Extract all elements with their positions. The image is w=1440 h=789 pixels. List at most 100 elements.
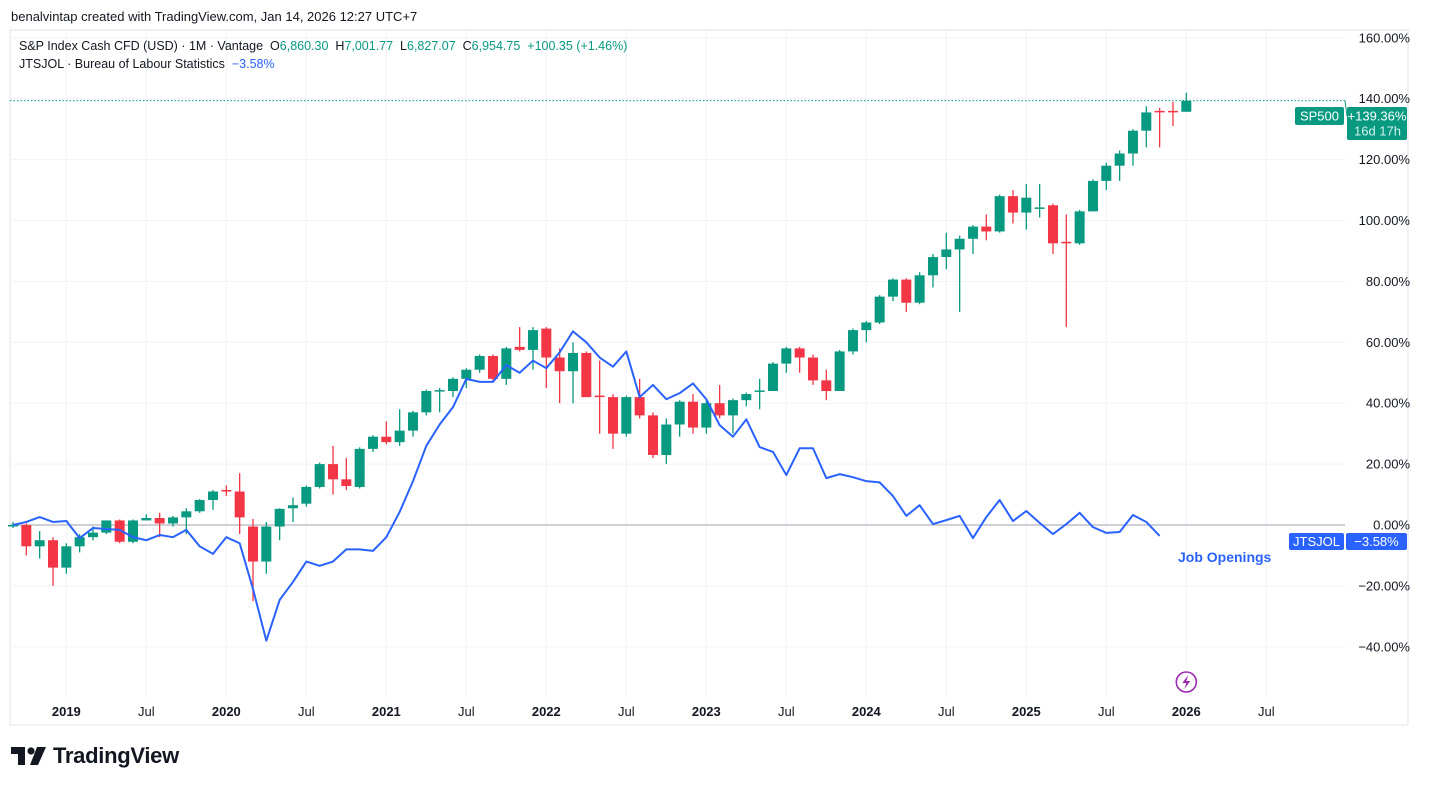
candle [741,392,752,407]
candle [141,514,152,521]
candle-body [447,378,458,392]
axes: 160.00% 140.00% 120.00% 100.00% 80.00% 60.00%… [52,30,1411,719]
candle [594,360,605,434]
candle [514,327,525,352]
candle [647,412,658,459]
candle [714,384,725,419]
candle-body [634,397,645,416]
candle-body [461,369,472,379]
candle [674,400,685,437]
grid [9,29,1409,726]
candle-body [1141,112,1152,131]
candle-body [927,257,938,276]
candle-body [607,397,618,434]
candle [341,458,352,490]
jtsjol-line: Job Openings [12,330,1272,693]
jtsjol-label: JTSJOL [1293,534,1340,549]
candle [887,278,898,302]
y-tick-label: 160.00% [1359,30,1411,45]
x-tick-label: Jul [138,704,155,719]
candle [394,409,405,446]
x-tick-label: 2021 [372,704,401,719]
chart-frame [9,29,1409,726]
candle-body [1114,153,1125,166]
y-tick-label: 0.00% [1373,518,1410,533]
candle-body [287,505,298,509]
candle-body [127,520,138,542]
candle-body [674,401,685,425]
y-tick-label: 40.00% [1366,396,1411,411]
candle-body [74,537,85,547]
candle [1034,183,1045,218]
candle [21,523,32,556]
candle [447,377,458,398]
candle-body [181,511,192,518]
candle [861,320,872,343]
x-tick-label: 2022 [532,704,561,719]
candle [194,499,205,513]
candle [701,400,712,434]
candle [474,354,485,373]
candle-body [794,348,805,358]
candle-body [394,430,405,443]
candle [154,512,165,538]
sp500-countdown: 16d 17h [1354,124,1401,139]
y-tick-label: −20.00% [1358,578,1410,593]
sp500-label: SP500 [1300,109,1339,124]
candle-body [114,520,125,542]
y-tick-label: 140.00% [1359,91,1411,106]
y-tick-label: 120.00% [1359,152,1411,167]
legend-low: 6,827.07 [407,39,456,53]
candle-body [194,500,205,512]
candle [367,435,378,452]
candle-body [47,540,58,568]
candle-body [21,525,32,547]
candle [981,214,992,241]
tradingview-logo[interactable]: TradingView [11,743,179,769]
candle-body [274,508,285,527]
candle-body [901,279,912,303]
candle [421,389,432,416]
candle [541,327,552,388]
candle [781,346,792,373]
y-tick-label: 60.00% [1366,335,1411,350]
candle-body [594,395,605,398]
x-tick-label: 2026 [1172,704,1201,719]
candle-body [354,448,365,487]
legend-close-label: C [462,39,472,53]
candle [821,369,832,401]
candle [61,543,72,574]
candle [874,295,885,325]
legend-row-jtsjol[interactable]: JTSJOL · Bureau of Labour Statistics −3.… [19,55,627,73]
candle [101,520,112,535]
candle [994,194,1005,233]
candle [954,235,965,312]
candle-body [434,390,445,392]
candle-body [541,328,552,358]
candle-body [474,356,485,370]
lightning-icon-bolt [1182,675,1191,689]
candle [1087,179,1098,212]
candle [607,394,618,449]
candle [407,410,418,437]
candle [1181,92,1192,112]
x-tick-label: Jul [1098,704,1115,719]
candle [941,232,952,270]
legend-series2: JTSJOL · Bureau of Labour Statistics [19,57,225,71]
candle-body [914,275,925,303]
candle [1167,101,1178,127]
x-tick-label: 2019 [52,704,81,719]
x-tick-label: Jul [298,704,315,719]
legend-row-sp500[interactable]: S&P Index Cash CFD (USD) · 1M · Vantage … [19,37,627,55]
candle [554,348,565,404]
candle [661,418,672,465]
candle-body [221,489,232,492]
candle-body [61,546,72,568]
sp500-label-connector [1344,100,1348,117]
x-tick-label: Jul [458,704,475,719]
y-tick-label: −40.00% [1358,639,1410,654]
x-tick-label: Jul [778,704,795,719]
x-tick-label: 2020 [212,704,241,719]
candle-body [834,351,845,392]
